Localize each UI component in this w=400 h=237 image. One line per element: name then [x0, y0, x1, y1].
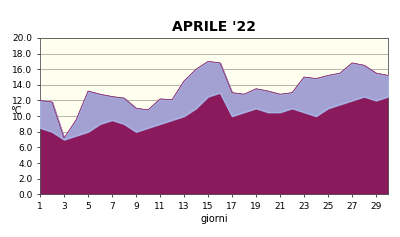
Y-axis label: °C: °C — [10, 106, 21, 116]
X-axis label: giorni: giorni — [200, 214, 228, 224]
Title: APRILE '22: APRILE '22 — [172, 20, 256, 34]
